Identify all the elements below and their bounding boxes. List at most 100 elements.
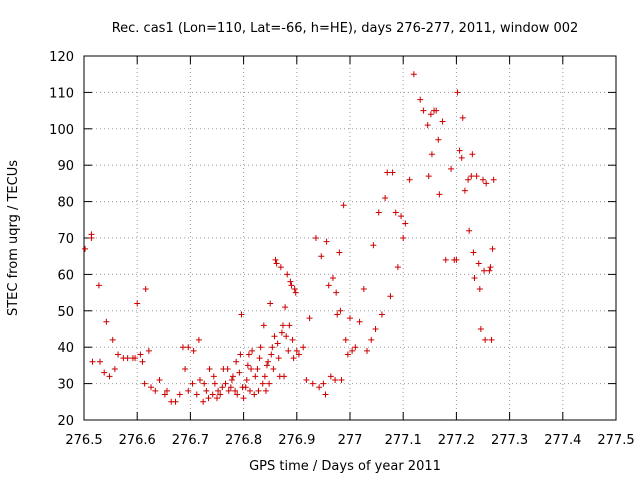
- data-point: [325, 282, 332, 289]
- data-point: [312, 235, 319, 241]
- data-point: [288, 282, 295, 289]
- data-point: [246, 387, 253, 394]
- data-point: [185, 344, 192, 351]
- data-point: [195, 336, 202, 343]
- data-point: [461, 187, 468, 194]
- data-point: [291, 285, 298, 292]
- data-point: [256, 355, 263, 362]
- data-point: [132, 355, 139, 362]
- data-point: [433, 107, 440, 114]
- data-point: [262, 387, 269, 394]
- y-tick-label: 110: [49, 86, 74, 101]
- chart-title: Rec. cas1 (Lon=110, Lat=-66, h=HE), days…: [112, 21, 579, 36]
- data-point: [389, 169, 396, 176]
- data-point: [342, 336, 349, 343]
- data-point: [372, 326, 379, 332]
- data-point: [490, 176, 497, 183]
- data-point: [152, 387, 159, 394]
- data-point: [232, 387, 239, 394]
- y-tick-label: 80: [57, 196, 74, 211]
- data-point: [284, 271, 291, 278]
- data-point: [249, 347, 256, 354]
- data-point: [436, 191, 443, 198]
- data-point: [268, 351, 275, 358]
- data-point: [251, 391, 258, 398]
- data-point: [482, 336, 489, 343]
- data-point: [219, 384, 226, 391]
- data-point: [106, 373, 113, 380]
- x-tick-labels: 276.5 276.6 276.7 276.8 276.9 277 277.1 277.2 27…: [65, 433, 634, 448]
- data-point: [172, 398, 179, 405]
- x-tick-label: 276.7: [172, 433, 209, 448]
- data-point: [111, 366, 118, 373]
- data-point: [261, 373, 268, 380]
- data-point: [417, 96, 424, 103]
- data-point: [139, 358, 146, 365]
- data-point: [101, 369, 108, 376]
- data-point: [428, 151, 435, 158]
- data-point: [259, 380, 266, 387]
- data-point: [228, 376, 235, 383]
- data-point: [137, 351, 144, 358]
- data-point: [161, 391, 168, 398]
- data-point: [439, 118, 446, 125]
- data-point: [248, 366, 255, 373]
- data-point: [289, 336, 296, 343]
- data-point: [427, 111, 434, 118]
- data-point: [466, 227, 473, 234]
- data-point: [470, 249, 477, 256]
- data-point: [400, 235, 407, 241]
- data-point: [486, 267, 493, 274]
- data-point: [210, 373, 217, 380]
- data-point: [327, 373, 334, 380]
- data-point: [225, 387, 232, 394]
- data-point: [448, 165, 455, 172]
- data-point: [292, 289, 299, 296]
- data-point: [242, 384, 249, 391]
- data-point: [337, 307, 344, 314]
- x-tick-label: 277.5: [597, 433, 634, 448]
- data-point: [465, 176, 472, 183]
- data-point: [244, 362, 251, 369]
- data-point: [282, 304, 289, 311]
- data-point: [283, 333, 290, 340]
- data-point: [88, 235, 95, 241]
- data-point: [480, 176, 486, 183]
- data-point: [227, 384, 234, 391]
- data-point: [148, 384, 155, 391]
- data-point: [473, 173, 480, 180]
- y-tick-label: 40: [57, 341, 74, 356]
- data-point: [182, 366, 189, 373]
- data-point: [245, 351, 252, 358]
- data-point: [89, 358, 96, 365]
- data-point: [103, 318, 110, 325]
- data-point: [293, 347, 300, 354]
- data-point: [254, 366, 261, 373]
- data-point: [206, 366, 213, 373]
- data-point: [189, 380, 196, 387]
- y-tick-label: 100: [49, 123, 74, 138]
- data-point: [252, 373, 259, 380]
- data-point: [270, 366, 277, 373]
- data-point: [300, 344, 307, 351]
- data-point: [209, 391, 216, 398]
- data-point: [323, 238, 330, 245]
- data-point: [286, 322, 293, 329]
- data-point: [469, 151, 476, 158]
- axis-ticks: [83, 55, 617, 421]
- data-point: [257, 344, 264, 351]
- x-axis-label: GPS time / Days of year 2011: [249, 459, 441, 474]
- data-point: [340, 202, 347, 209]
- data-point: [203, 387, 210, 394]
- data-point: [285, 347, 292, 354]
- data-point: [375, 209, 382, 216]
- data-point: [356, 318, 363, 325]
- data-point: [318, 253, 325, 260]
- y-tick-label: 120: [49, 50, 74, 65]
- data-point: [236, 369, 243, 376]
- data-point: [265, 358, 272, 365]
- data-point: [145, 347, 152, 354]
- data-point: [234, 391, 241, 398]
- data-point: [237, 351, 244, 358]
